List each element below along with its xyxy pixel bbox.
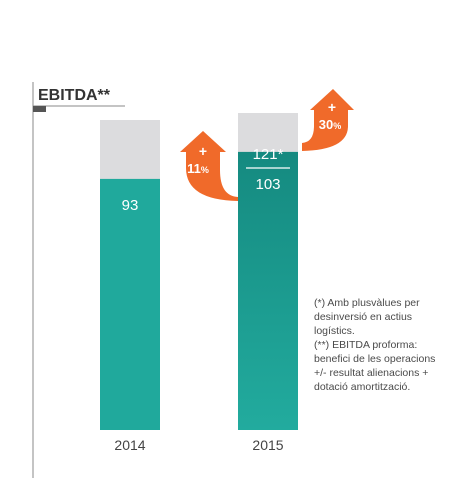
bar-2015-value: 103 — [255, 176, 280, 193]
growth-30-plus: + — [328, 99, 336, 115]
growth-30-label: 30% — [319, 117, 341, 132]
growth-11-plus: + — [199, 143, 207, 159]
axis-marker — [33, 106, 46, 112]
bar-2015 — [238, 151, 298, 430]
bar-2014 — [100, 178, 160, 430]
growth-arrow-30: + 30% — [302, 89, 354, 151]
x-tick-2014: 2014 — [114, 437, 145, 453]
growth-11-label: 11% — [187, 161, 209, 176]
footnote-line: dotació amortització. — [314, 381, 411, 393]
bar-2015-proforma-value: 121* — [253, 146, 284, 163]
growth-arrow-11: + 11% — [180, 131, 238, 201]
footnote-line: desinversió en actius — [314, 311, 413, 323]
footnotes: (*) Amb plusvàlues per desinversió en ac… — [314, 296, 442, 394]
x-tick-2015: 2015 — [252, 437, 283, 453]
bar-2014-value: 93 — [122, 197, 139, 214]
footnote-line: (*) Amb plusvàlues per — [314, 297, 420, 309]
footnote-line: logístics. — [314, 325, 355, 337]
footnote-line: (**) EBITDA proforma: — [314, 339, 418, 351]
chart-title: EBITDA** — [38, 87, 111, 104]
footnote-line: +/- resultat alienacions + — [314, 367, 429, 379]
footnote-line: benefici de les operacions — [314, 353, 436, 365]
